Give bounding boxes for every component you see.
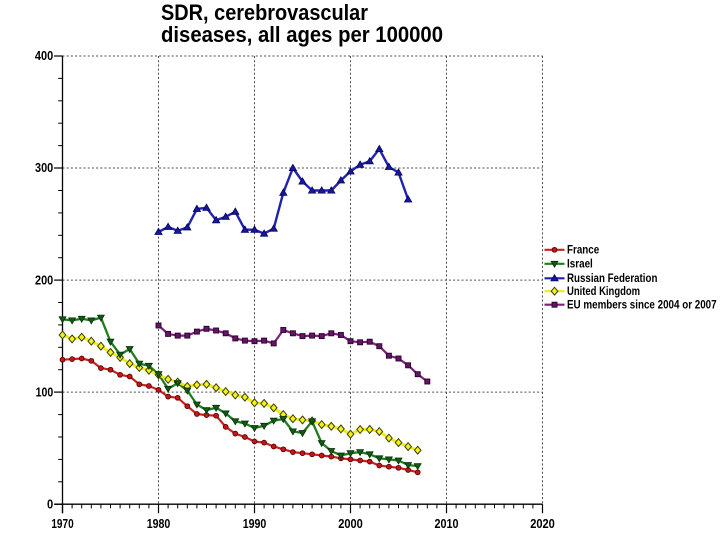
svg-text:Israel: Israel [567,257,593,271]
svg-text:300: 300 [35,160,53,175]
svg-text:United Kingdom: United Kingdom [567,284,640,298]
svg-text:EU members since 2004 or 2007: EU members since 2004 or 2007 [567,298,717,312]
svg-text:1970: 1970 [51,516,73,531]
svg-text:400: 400 [35,48,53,63]
svg-text:SDR, cerebrovascular: SDR, cerebrovascular [161,0,368,25]
svg-text:diseases, all ages per 100000: diseases, all ages per 100000 [161,22,443,47]
svg-text:2000: 2000 [338,516,363,531]
svg-text:0: 0 [47,496,53,511]
svg-text:100: 100 [36,384,54,399]
svg-text:Russian Federation: Russian Federation [567,271,657,285]
svg-text:1990: 1990 [243,516,267,531]
svg-text:1980: 1980 [147,516,171,531]
svg-text:France: France [567,243,599,257]
svg-text:2010: 2010 [435,516,459,531]
svg-text:200: 200 [35,272,53,287]
svg-text:2020: 2020 [530,516,555,531]
